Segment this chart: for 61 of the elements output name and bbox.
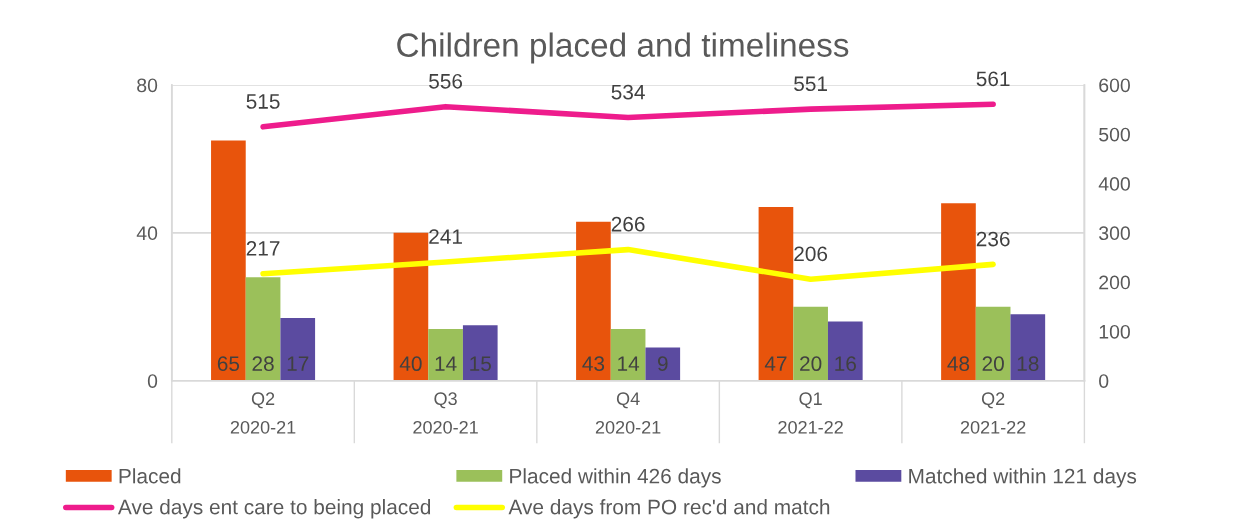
data-label: 16 [835,356,856,372]
data-label: 14 [618,356,640,371]
data-label: 556 [429,73,463,89]
data-label: 43 [582,356,605,372]
y2-tick-label: 400 [1098,177,1130,191]
data-label: 236 [976,231,1010,247]
bar [975,306,1011,381]
data-label: 47 [764,356,787,371]
data-label: 534 [611,84,645,100]
y2-tick-label: 500 [1099,127,1130,142]
data-label: 561 [976,71,1010,87]
data-label: 266 [611,216,645,232]
bar [793,306,828,381]
y-tick-label: 40 [136,226,158,241]
bar [576,221,611,381]
legend-label: Matched within 121 days [909,468,1137,488]
legend-label: Ave days ent care to being placed [117,499,431,519]
data-label: 206 [794,246,828,262]
data-label: 20 [800,356,822,372]
bar [462,325,498,381]
bar [428,328,463,381]
y2-tick-label: 100 [1099,324,1130,339]
legend-label: Placed [119,468,181,484]
data-label: 241 [429,229,462,244]
data-label: 18 [1017,356,1039,372]
x-tick-label: Q2 2020-21 [230,392,296,434]
y-tick-label: 80 [137,78,158,93]
bar [645,347,681,381]
y2-tick-label: 300 [1099,226,1130,241]
x-tick-label: Q3 2020-21 [413,392,478,434]
bar [280,317,316,381]
data-label: 15 [470,356,491,372]
data-label: 551 [794,76,827,92]
legend-label: Ave days from PO rec'd and match [508,499,830,519]
data-label: 14 [435,356,457,371]
y2-tick-label: 0 [1099,374,1109,388]
x-tick-label: Q1 2021-22 [778,392,843,434]
data-label: 17 [287,356,309,371]
bar [610,328,646,381]
data-label: 65 [217,356,240,372]
bar [211,140,246,381]
bar [941,203,976,381]
chart-title: Children placed and timeliness [397,32,849,64]
data-label: 48 [947,356,970,372]
data-label: 20 [982,356,1004,372]
bar [1010,314,1046,381]
bar [393,232,429,381]
bar [245,277,281,381]
bar [758,206,794,381]
data-label: 217 [246,241,280,256]
data-label: 28 [252,356,274,372]
data-label: 515 [246,94,280,109]
data-label: 40 [399,356,422,372]
legend-label: Placed within 426 days [510,468,721,488]
data-label: 9 [657,356,668,372]
y-tick-label: 0 [147,374,158,388]
bar [827,321,863,381]
y2-tick-label: 200 [1099,275,1130,290]
y2-tick-label: 600 [1099,78,1130,93]
x-tick-label: Q4 2020-21 [595,392,661,434]
x-tick-label: Q2 2021-22 [960,392,1026,434]
